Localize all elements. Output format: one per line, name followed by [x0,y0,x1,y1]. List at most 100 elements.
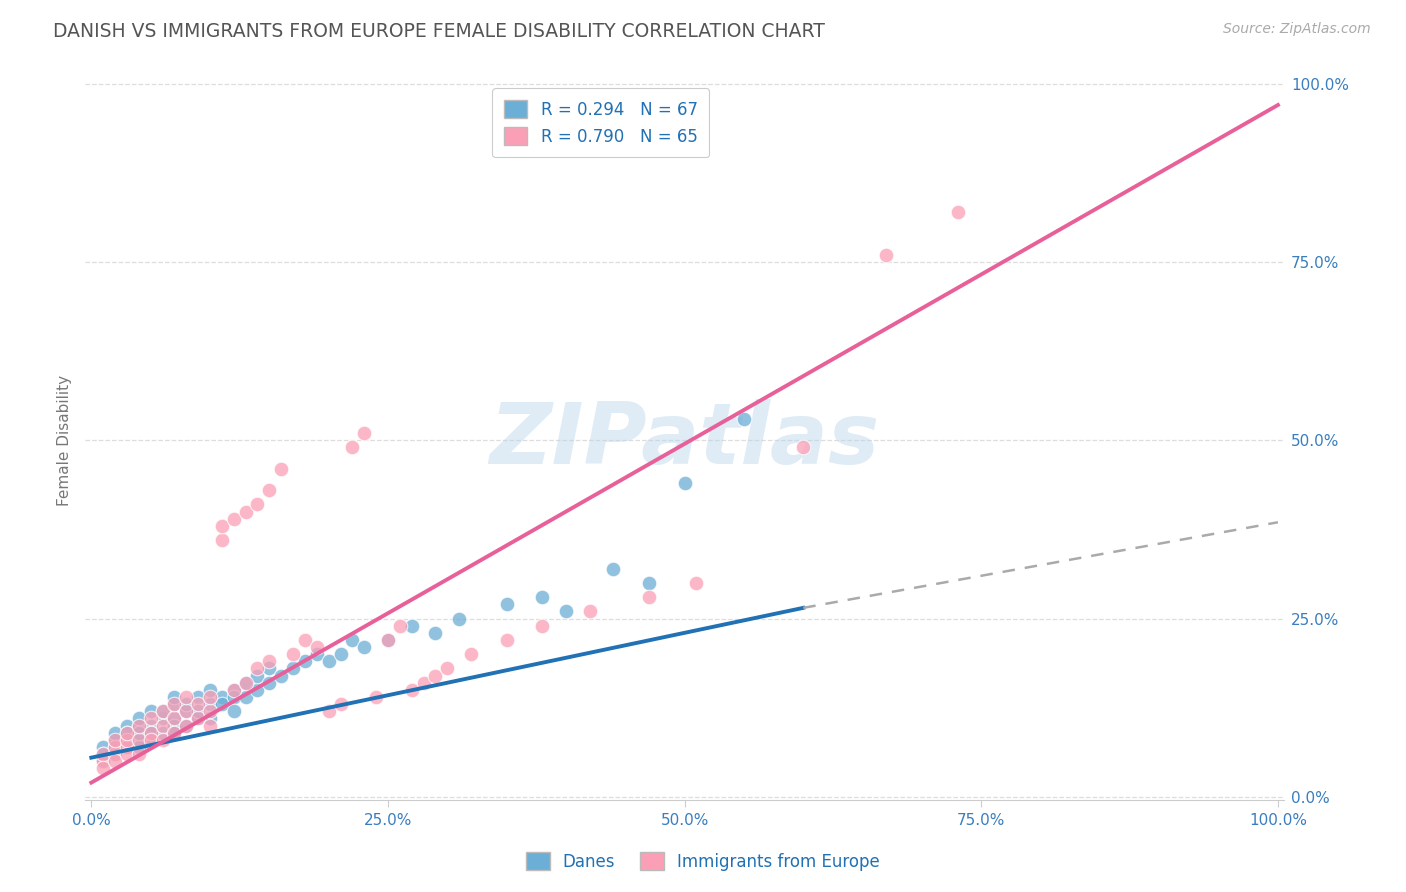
Point [198,682,221,697]
Point [152,711,174,725]
Point [139,704,162,718]
Point [222,690,245,704]
Point [163,711,186,725]
Point [198,690,221,704]
Point [259,483,281,498]
Point [495,597,517,611]
Point [235,505,257,519]
Y-axis label: Female Disability: Female Disability [58,375,72,506]
Point [270,668,292,682]
Point [104,754,127,768]
Point [139,725,162,739]
Point [733,412,755,426]
Point [259,654,281,668]
Point [128,711,150,725]
Point [329,647,352,661]
Point [246,661,269,675]
Point [115,739,138,754]
Point [104,732,127,747]
Point [174,704,197,718]
Point [211,518,233,533]
Point [377,632,399,647]
Point [305,640,328,654]
Point [555,604,578,618]
Point [342,632,364,647]
Point [187,704,209,718]
Point [174,690,197,704]
Point [294,654,316,668]
Point [115,732,138,747]
Point [104,747,127,761]
Point [259,661,281,675]
Point [353,640,375,654]
Point [198,704,221,718]
Point [235,675,257,690]
Point [449,611,471,625]
Point [152,725,174,739]
Text: ZIPatlas: ZIPatlas [489,399,880,482]
Point [163,718,186,732]
Point [673,476,696,491]
Point [163,725,186,739]
Legend: R = 0.294   N = 67, R = 0.790   N = 65: R = 0.294 N = 67, R = 0.790 N = 65 [492,88,709,157]
Point [353,426,375,441]
Point [318,704,340,718]
Point [222,512,245,526]
Point [91,761,114,775]
Point [294,632,316,647]
Point [436,661,458,675]
Point [364,690,387,704]
Point [163,697,186,711]
Point [342,441,364,455]
Point [460,647,482,661]
Point [128,718,150,732]
Point [401,618,423,632]
Point [163,725,186,739]
Point [388,618,411,632]
Point [425,668,447,682]
Point [104,739,127,754]
Point [425,625,447,640]
Point [115,732,138,747]
Point [211,533,233,547]
Point [792,441,814,455]
Point [211,697,233,711]
Point [401,682,423,697]
Point [91,739,114,754]
Point [235,690,257,704]
Text: DANISH VS IMMIGRANTS FROM EUROPE FEMALE DISABILITY CORRELATION CHART: DANISH VS IMMIGRANTS FROM EUROPE FEMALE … [53,22,825,41]
Point [128,732,150,747]
Point [174,718,197,732]
Point [329,697,352,711]
Point [187,711,209,725]
Point [115,718,138,732]
Point [91,754,114,768]
Point [318,654,340,668]
Legend: Danes, Immigrants from Europe: Danes, Immigrants from Europe [517,844,889,880]
Point [91,747,114,761]
Point [174,718,197,732]
Point [128,739,150,754]
Point [139,711,162,725]
Point [152,704,174,718]
Point [305,647,328,661]
Point [235,675,257,690]
Point [875,248,897,262]
Point [187,711,209,725]
Point [104,739,127,754]
Point [139,732,162,747]
Point [495,632,517,647]
Point [222,682,245,697]
Point [531,618,554,632]
Point [578,604,600,618]
Point [685,575,707,590]
Point [174,704,197,718]
Text: Source: ZipAtlas.com: Source: ZipAtlas.com [1223,22,1371,37]
Point [115,725,138,739]
Point [115,739,138,754]
Point [222,704,245,718]
Point [163,697,186,711]
Point [211,690,233,704]
Point [259,675,281,690]
Point [163,711,186,725]
